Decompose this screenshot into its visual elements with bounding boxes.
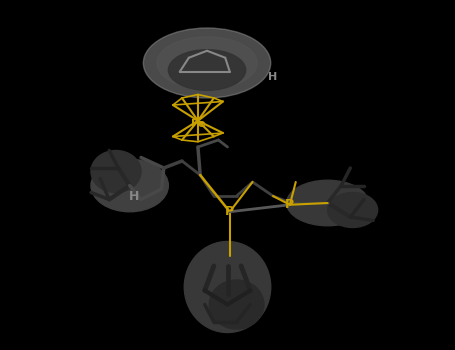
Ellipse shape bbox=[91, 159, 168, 212]
Text: H: H bbox=[268, 72, 278, 82]
Ellipse shape bbox=[287, 180, 369, 226]
Text: Fe: Fe bbox=[191, 119, 205, 129]
Ellipse shape bbox=[143, 28, 271, 98]
Ellipse shape bbox=[91, 150, 141, 193]
Text: P: P bbox=[225, 205, 234, 218]
Text: H: H bbox=[129, 189, 139, 203]
Ellipse shape bbox=[157, 37, 257, 89]
Ellipse shape bbox=[328, 193, 378, 228]
Ellipse shape bbox=[184, 241, 271, 332]
Ellipse shape bbox=[209, 280, 264, 329]
Ellipse shape bbox=[168, 50, 246, 90]
Text: P: P bbox=[285, 198, 294, 211]
